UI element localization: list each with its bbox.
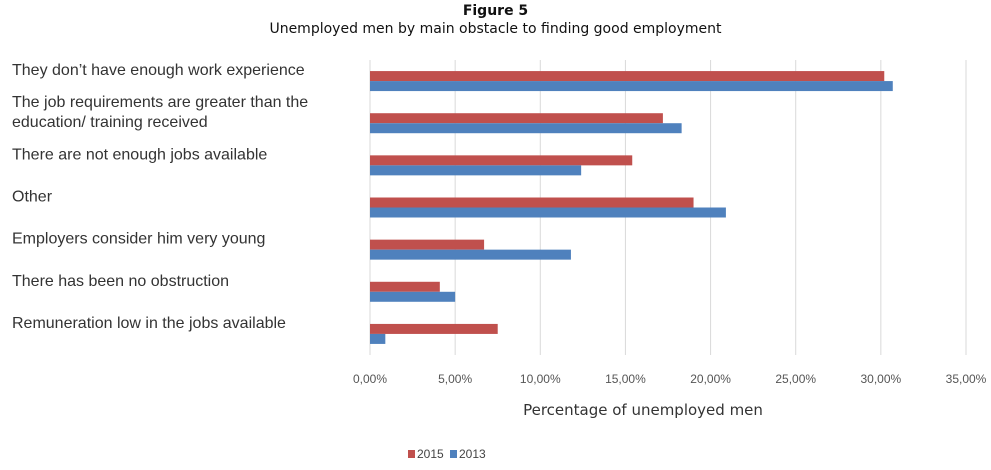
- bar-2015: [370, 281, 440, 292]
- x-axis-title: Percentage of unemployed men: [523, 401, 763, 419]
- gridlines: [369, 60, 967, 355]
- category-label: Employers consider him very young: [12, 231, 265, 248]
- legend-swatch-2015: [408, 450, 415, 458]
- x-tick-label: 20,00%: [690, 372, 731, 386]
- category-label-line: Remuneration low in the jobs available: [12, 315, 286, 332]
- bar-2015: [370, 323, 498, 334]
- category-label-line: Employers consider him very young: [12, 231, 265, 248]
- bar-2013: [370, 333, 386, 344]
- x-tick-labels: 0,00% 5,00% 10,00% 15,00% 20,00% 25,00% 30,00%…: [353, 372, 987, 386]
- bar-2013: [370, 249, 571, 260]
- category-label: Other: [12, 189, 53, 206]
- category-label-line: Other: [12, 189, 53, 206]
- category-label-line: They don’t have enough work experience: [12, 62, 305, 79]
- figure-title: Figure 5: [462, 3, 529, 19]
- bar-2015: [370, 239, 485, 250]
- legend-swatch-2013: [450, 450, 457, 458]
- bar-2013: [370, 207, 726, 218]
- category-label: They don’t have enough work experience: [12, 62, 305, 79]
- bar-2015: [370, 155, 633, 166]
- bar-2015: [370, 197, 694, 208]
- category-label-line: There are not enough jobs available: [12, 146, 267, 163]
- bar-2015: [370, 113, 663, 124]
- bar-2013: [370, 165, 582, 176]
- legend-label-2015: 2015: [417, 447, 444, 461]
- category-label-line: The job requirements are greater than th…: [12, 94, 308, 111]
- category-label: There are not enough jobs available: [12, 146, 267, 163]
- bar-2013: [370, 123, 682, 134]
- category-labels: They don’t have enough work experience Th…: [12, 62, 308, 332]
- x-tick-label: 30,00%: [861, 372, 902, 386]
- figure-subtitle: Unemployed men by main obstacle to findi…: [269, 21, 722, 37]
- bar-2013: [370, 291, 456, 302]
- legend: 2015 2013: [408, 447, 486, 461]
- x-tick-label: 5,00%: [438, 372, 472, 386]
- category-label: The job requirements are greater than th…: [12, 94, 308, 131]
- category-label: There has been no obstruction: [12, 273, 229, 290]
- x-tick-label: 0,00%: [353, 372, 387, 386]
- legend-label-2013: 2013: [459, 447, 486, 461]
- x-tick-label: 15,00%: [605, 372, 646, 386]
- category-label-line: There has been no obstruction: [12, 273, 229, 290]
- category-label: Remuneration low in the jobs available: [12, 315, 286, 332]
- bar-2015: [370, 71, 885, 82]
- x-tick-label: 25,00%: [775, 372, 816, 386]
- bar-2013: [370, 81, 893, 92]
- x-tick-label: 10,00%: [520, 372, 561, 386]
- x-tick-label: 35,00%: [946, 372, 987, 386]
- bars: [370, 71, 893, 344]
- category-label-line: education/ training received: [12, 114, 208, 131]
